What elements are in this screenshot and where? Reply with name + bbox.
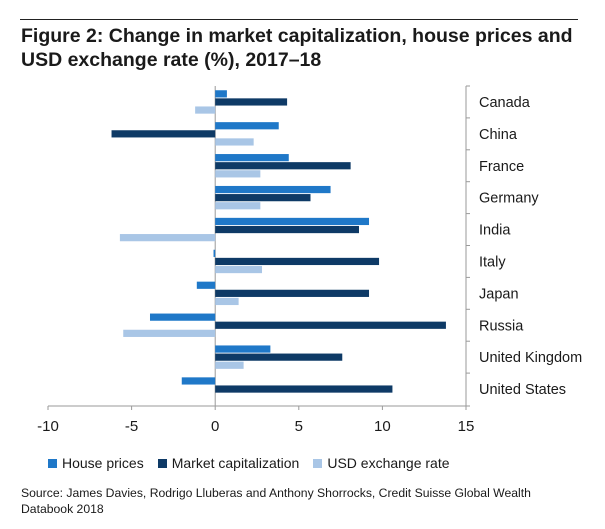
bar-market-capitalization-canada — [215, 98, 288, 106]
legend-swatch — [48, 458, 57, 468]
bar-house-prices-germany — [215, 185, 331, 194]
bar-market-capitalization-france — [215, 162, 351, 170]
bar-house-prices-canada — [215, 90, 227, 98]
x-tick-label: 0 — [211, 418, 219, 435]
legend-label: Market capitalization — [171, 455, 300, 471]
bar-market-capitalization-united-kingdom — [215, 353, 343, 361]
category-label: Japan — [479, 286, 519, 302]
bar-market-capitalization-russia — [215, 321, 446, 329]
x-tick-label: 10 — [374, 418, 391, 435]
category-label: United States — [479, 382, 566, 398]
category-label: India — [479, 223, 511, 239]
bar-usd-exchange-rate-france — [215, 170, 261, 178]
bar-usd-exchange-rate-india — [119, 234, 216, 242]
bar-market-capitalization-germany — [215, 194, 311, 202]
legend-swatch — [313, 458, 323, 468]
bar-market-capitalization-united-states — [215, 385, 393, 393]
category-label: Italy — [479, 254, 506, 270]
source-note: Source: James Davies, Rodrigo Lluberas a… — [21, 486, 531, 516]
chart-legend: House prices Market capitalization USD exc… — [48, 455, 450, 471]
bar-market-capitalization-india — [215, 225, 359, 234]
chart-title: Figure 2: Change in market capitalizatio… — [21, 25, 573, 71]
bar-usd-exchange-rate-united-kingdom — [215, 361, 244, 369]
legend-label: USD exchange rate — [327, 455, 450, 471]
top-rule — [20, 19, 578, 20]
bar-market-capitalization-japan — [215, 289, 370, 297]
category-label: France — [479, 159, 524, 175]
category-label: Russia — [479, 318, 524, 334]
bar-house-prices-india — [215, 217, 370, 226]
x-tick-label: 5 — [295, 418, 303, 435]
bar-usd-exchange-rate-russia — [123, 329, 216, 337]
legend-swatch — [157, 458, 167, 468]
x-tick-label: -5 — [125, 418, 138, 435]
bar-house-prices-japan — [196, 281, 216, 289]
bar-house-prices-united-states — [181, 377, 216, 385]
legend-label: House prices — [62, 455, 144, 471]
x-tick-label: -10 — [37, 418, 59, 435]
bar-market-capitalization-italy — [215, 257, 380, 266]
legend-item: USD exchange rate — [313, 455, 450, 471]
category-label: Canada — [479, 95, 531, 111]
bar-usd-exchange-rate-china — [215, 138, 254, 146]
bar-house-prices-china — [215, 122, 279, 130]
bar-usd-exchange-rate-japan — [215, 297, 239, 306]
bar-usd-exchange-rate-germany — [215, 202, 261, 210]
bar-house-prices-united-kingdom — [215, 345, 271, 353]
bar-usd-exchange-rate-italy — [215, 265, 263, 274]
x-tick-label: 15 — [458, 418, 475, 435]
category-label: China — [479, 127, 518, 143]
legend-item: House prices — [48, 455, 144, 471]
legend-item: Market capitalization — [157, 455, 300, 471]
bar-house-prices-russia — [149, 313, 216, 321]
bar-house-prices-france — [215, 154, 289, 162]
bar-house-prices-italy — [213, 249, 216, 257]
category-label: Germany — [479, 191, 539, 207]
bar-usd-exchange-rate-canada — [195, 106, 216, 114]
bar-market-capitalization-china — [111, 130, 216, 138]
category-label: United Kingdom — [479, 350, 582, 366]
